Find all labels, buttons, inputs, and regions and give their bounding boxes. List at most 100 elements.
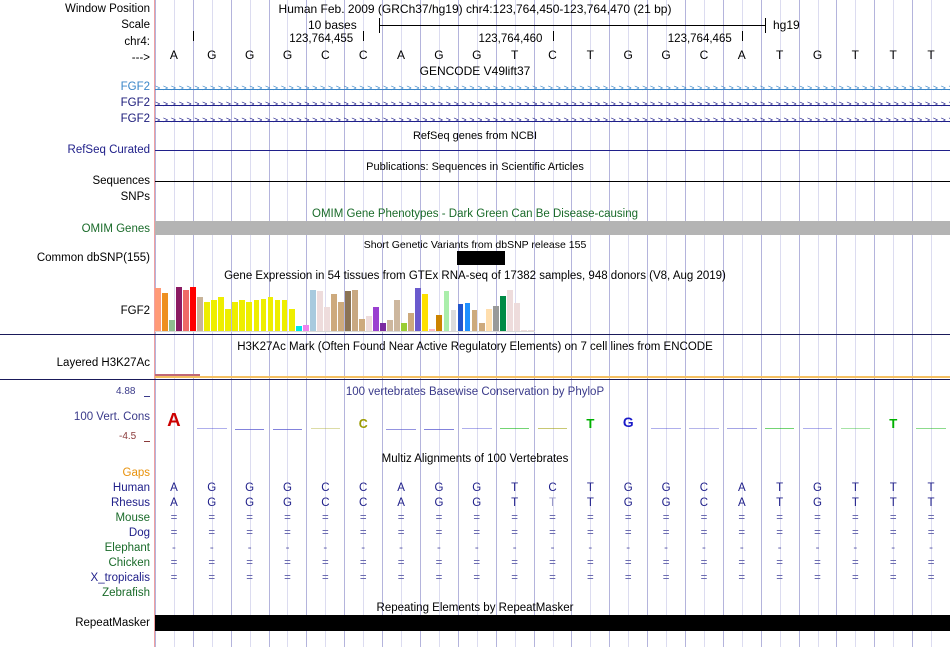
gtex-tissue-bar[interactable]	[513, 302, 520, 332]
multiz-gap-glyph: =	[549, 512, 556, 524]
label-gencode-fgf2-3[interactable]: FGF2	[120, 113, 150, 125]
gtex-tissue-bar[interactable]	[260, 298, 267, 332]
gtex-tissue-bar[interactable]	[366, 316, 372, 332]
refseq-curated-line[interactable]	[155, 150, 950, 151]
label-common-dbsnp[interactable]: Common dbSNP(155)	[36, 252, 150, 264]
gtex-tissue-bar[interactable]	[345, 291, 351, 332]
label-gaps[interactable]: Gaps	[122, 467, 151, 479]
gtex-tissue-bar[interactable]	[485, 308, 492, 332]
multiz-species-label[interactable]: Chicken	[108, 557, 150, 569]
gridline-sub	[893, 0, 894, 647]
gencode-strand-arrows[interactable]: >>>>>>>>>>>>>>>>>>>>>>>>>>>>>>>>>>>>>>>>…	[155, 84, 950, 93]
gtex-tissue-bar[interactable]	[471, 310, 478, 332]
gtex-tissue-bar[interactable]	[225, 308, 232, 332]
gtex-tissue-bar[interactable]	[478, 323, 485, 332]
gencode-transcript-line[interactable]	[155, 89, 950, 90]
publications-sequences-line[interactable]	[155, 181, 950, 182]
gtex-tissue-bar[interactable]	[253, 300, 260, 332]
label-gencode-fgf2-2[interactable]: FGF2	[120, 97, 150, 109]
gtex-tissue-bar[interactable]	[499, 295, 506, 332]
gtex-tissue-bar[interactable]	[211, 300, 218, 332]
label-gtex-fgf2[interactable]: FGF2	[120, 305, 150, 317]
label-gencode-fgf2-1[interactable]: FGF2	[120, 81, 150, 93]
gtex-tissue-bar[interactable]	[204, 301, 211, 332]
gtex-tissue-bar[interactable]	[162, 292, 168, 332]
gtex-tissue-bar[interactable]	[232, 301, 239, 332]
gtex-tissue-bar[interactable]	[274, 300, 281, 332]
gtex-tissue-bar[interactable]	[387, 320, 394, 332]
gencode-strand-arrows[interactable]: >>>>>>>>>>>>>>>>>>>>>>>>>>>>>>>>>>>>>>>>…	[155, 100, 950, 109]
gtex-tissue-bar[interactable]	[197, 297, 204, 332]
gtex-tissue-bar[interactable]	[302, 324, 309, 332]
gencode-strand-arrows[interactable]: >>>>>>>>>>>>>>>>>>>>>>>>>>>>>>>>>>>>>>>>…	[155, 116, 950, 125]
label-repeatmasker[interactable]: RepeatMasker	[75, 617, 150, 629]
gtex-tissue-bar[interactable]	[337, 301, 344, 332]
label-100-vert-cons[interactable]: 100 Vert. Cons	[73, 411, 150, 423]
gtex-tissue-bar[interactable]	[380, 323, 386, 332]
multiz-gap-glyph: =	[284, 572, 291, 584]
multiz-species-label[interactable]: Zebrafish	[102, 587, 150, 599]
gtex-tissue-bar[interactable]	[281, 300, 288, 332]
gtex-tissue-bar[interactable]	[183, 289, 189, 332]
gtex-tissue-bar[interactable]	[443, 291, 450, 332]
multiz-gap-glyph: =	[624, 512, 632, 524]
gtex-tissue-bar[interactable]	[464, 302, 471, 332]
multiz-species-label[interactable]: Human	[112, 482, 150, 494]
gtex-tissue-bar[interactable]	[422, 294, 429, 332]
gtex-tissue-bar[interactable]	[295, 326, 302, 332]
gtex-tissue-bar[interactable]	[155, 288, 161, 332]
gtex-tissue-bar[interactable]	[506, 289, 513, 332]
gtex-tissue-bar[interactable]	[246, 301, 253, 332]
gtex-tissue-bar[interactable]	[288, 308, 295, 332]
gtex-tissue-bar[interactable]	[415, 288, 422, 332]
h3k27ac-signal[interactable]	[155, 376, 950, 378]
gtex-expression-barchart[interactable]	[155, 286, 535, 332]
gtex-tissue-bar[interactable]	[436, 314, 443, 332]
gtex-tissue-bar[interactable]	[352, 289, 358, 332]
gtex-tissue-bar[interactable]	[316, 291, 323, 332]
omim-gene-bar[interactable]	[155, 221, 950, 235]
gtex-tissue-bar[interactable]	[176, 287, 182, 332]
gtex-tissue-bar[interactable]	[450, 310, 457, 332]
gtex-tissue-bar[interactable]	[408, 313, 415, 332]
multiz-gap-glyph: =	[700, 527, 708, 539]
conservation-base-glyph: T	[586, 415, 595, 431]
gtex-tissue-bar[interactable]	[401, 323, 408, 332]
label-layered-h3k27ac[interactable]: Layered H3K27Ac	[56, 357, 150, 369]
gtex-tissue-bar[interactable]	[394, 300, 401, 332]
multiz-gap-glyph: =	[624, 557, 632, 569]
dbsnp-variant-marker[interactable]	[457, 251, 505, 265]
multiz-gap-glyph: =	[814, 527, 821, 539]
label-sequences[interactable]: Sequences	[92, 175, 150, 187]
gtex-tissue-bar[interactable]	[239, 300, 246, 332]
multiz-species-label[interactable]: Elephant	[104, 542, 150, 554]
gencode-transcript-line[interactable]	[155, 121, 950, 122]
gtex-tissue-bar[interactable]	[492, 305, 499, 332]
gtex-tissue-bar[interactable]	[429, 329, 436, 332]
gtex-tissue-bar[interactable]	[359, 318, 365, 332]
gtex-tissue-bar[interactable]	[457, 304, 464, 332]
multiz-gap-glyph: =	[511, 527, 518, 539]
gtex-tissue-bar[interactable]	[330, 294, 337, 332]
label-omim-genes[interactable]: OMIM Genes	[81, 223, 150, 235]
gtex-tissue-bar[interactable]	[323, 307, 330, 332]
gtex-tissue-bar[interactable]	[309, 289, 316, 332]
gtex-tissue-bar[interactable]	[218, 297, 225, 332]
multiz-gap-glyph: =	[586, 557, 594, 569]
multiz-base-human: T	[889, 482, 897, 494]
gtex-tissue-bar[interactable]	[267, 297, 274, 332]
multiz-species-label[interactable]: Rhesus	[111, 497, 150, 509]
multiz-gap-glyph: =	[889, 557, 897, 569]
gencode-transcript-line[interactable]	[155, 105, 950, 106]
gtex-tissue-bar[interactable]	[190, 287, 196, 332]
label-refseq-curated[interactable]: RefSeq Curated	[67, 144, 150, 156]
multiz-species-label[interactable]: X_tropicalis	[90, 572, 150, 584]
multiz-species-label[interactable]: Dog	[128, 527, 150, 539]
gtex-tissue-bar[interactable]	[169, 320, 175, 332]
gtex-tissue-bar[interactable]	[373, 307, 379, 332]
label-snps[interactable]: SNPs	[120, 191, 150, 203]
multiz-species-label[interactable]: Mouse	[115, 512, 150, 524]
repeatmasker-bar[interactable]	[155, 615, 950, 631]
multiz-gap-glyph: =	[738, 572, 746, 584]
